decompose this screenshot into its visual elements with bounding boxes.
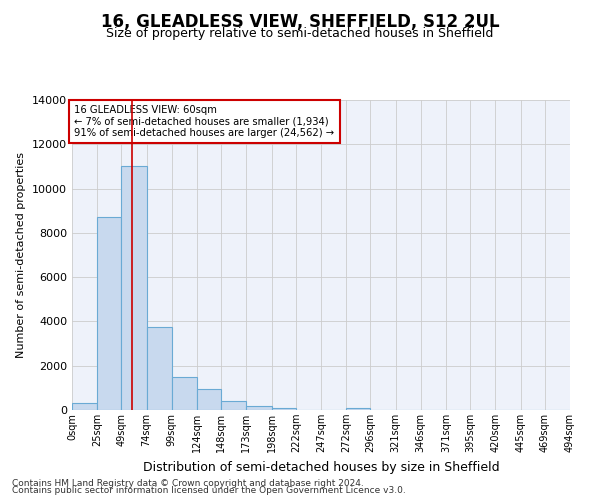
X-axis label: Distribution of semi-detached houses by size in Sheffield: Distribution of semi-detached houses by …: [143, 460, 499, 473]
Text: Size of property relative to semi-detached houses in Sheffield: Size of property relative to semi-detach…: [106, 28, 494, 40]
Bar: [121, 166, 146, 410]
Bar: [221, 401, 247, 410]
Text: 16, GLEADLESS VIEW, SHEFFIELD, S12 2UL: 16, GLEADLESS VIEW, SHEFFIELD, S12 2UL: [101, 12, 499, 30]
Bar: [172, 377, 197, 410]
Text: Contains HM Land Registry data © Crown copyright and database right 2024.: Contains HM Land Registry data © Crown c…: [12, 478, 364, 488]
Text: Contains public sector information licensed under the Open Government Licence v3: Contains public sector information licen…: [12, 486, 406, 495]
Bar: [72, 404, 97, 410]
Y-axis label: Number of semi-detached properties: Number of semi-detached properties: [16, 152, 26, 358]
Bar: [346, 408, 370, 410]
Text: 16 GLEADLESS VIEW: 60sqm
← 7% of semi-detached houses are smaller (1,934)
91% of: 16 GLEADLESS VIEW: 60sqm ← 7% of semi-de…: [74, 104, 335, 138]
Bar: [197, 389, 221, 410]
Bar: [247, 406, 272, 410]
Bar: [272, 408, 296, 410]
Bar: [146, 327, 172, 410]
Bar: [97, 218, 121, 410]
